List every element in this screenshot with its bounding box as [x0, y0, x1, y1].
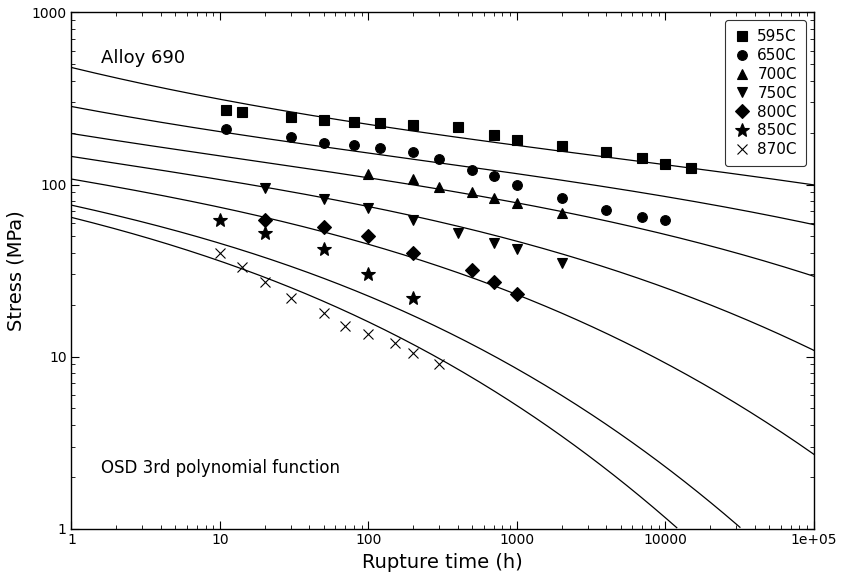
595C [286, 113, 296, 120]
700C [467, 189, 477, 196]
Line: 750C: 750C [260, 184, 566, 268]
700C [364, 171, 374, 178]
595C [319, 116, 329, 123]
595C [601, 148, 611, 155]
870C [260, 279, 270, 286]
850C [260, 230, 270, 237]
650C [434, 156, 444, 163]
800C [408, 250, 418, 256]
750C [319, 196, 329, 203]
850C [408, 294, 418, 301]
Line: 595C: 595C [221, 105, 696, 173]
870C [389, 339, 399, 346]
700C [408, 176, 418, 183]
750C [408, 217, 418, 223]
X-axis label: Rupture time (h): Rupture time (h) [362, 553, 523, 572]
750C [452, 230, 463, 237]
750C [260, 185, 270, 192]
800C [467, 266, 477, 273]
870C [215, 250, 225, 256]
650C [349, 141, 359, 148]
870C [319, 309, 329, 316]
650C [556, 194, 566, 201]
800C [260, 217, 270, 223]
650C [489, 173, 499, 179]
750C [556, 259, 566, 266]
750C [364, 204, 374, 211]
Text: Alloy 690: Alloy 690 [101, 49, 186, 67]
870C [408, 350, 418, 357]
700C [556, 210, 566, 217]
Line: 700C: 700C [364, 169, 566, 218]
595C [489, 131, 499, 138]
595C [511, 136, 522, 143]
870C [434, 361, 444, 368]
650C [637, 213, 647, 220]
650C [511, 181, 522, 188]
595C [660, 160, 670, 167]
650C [221, 126, 231, 133]
595C [375, 119, 385, 126]
800C [489, 279, 499, 286]
595C [686, 164, 696, 171]
650C [286, 134, 296, 141]
650C [408, 148, 418, 155]
850C [364, 271, 374, 278]
650C [601, 207, 611, 214]
800C [364, 233, 374, 240]
750C [511, 246, 522, 253]
Line: 850C: 850C [213, 213, 420, 305]
595C [349, 118, 359, 125]
595C [221, 107, 231, 113]
700C [434, 184, 444, 190]
700C [489, 195, 499, 202]
Line: 870C: 870C [215, 248, 444, 369]
650C [319, 139, 329, 146]
Legend: 595C, 650C, 700C, 750C, 800C, 850C, 870C: 595C, 650C, 700C, 750C, 800C, 850C, 870C [725, 20, 806, 166]
700C [511, 200, 522, 207]
Line: 650C: 650C [221, 124, 670, 225]
595C [236, 108, 246, 115]
870C [340, 323, 350, 330]
650C [467, 166, 477, 173]
800C [511, 291, 522, 298]
870C [236, 264, 246, 271]
595C [452, 124, 463, 131]
750C [489, 239, 499, 246]
850C [215, 217, 225, 223]
Line: 800C: 800C [260, 215, 522, 299]
650C [660, 217, 670, 223]
Text: OSD 3rd polynomial function: OSD 3rd polynomial function [101, 459, 340, 477]
850C [319, 246, 329, 253]
650C [375, 145, 385, 152]
870C [364, 331, 374, 338]
Y-axis label: Stress (MPa): Stress (MPa) [7, 210, 26, 331]
870C [286, 294, 296, 301]
595C [408, 122, 418, 129]
595C [556, 142, 566, 149]
800C [319, 223, 329, 230]
595C [637, 155, 647, 162]
